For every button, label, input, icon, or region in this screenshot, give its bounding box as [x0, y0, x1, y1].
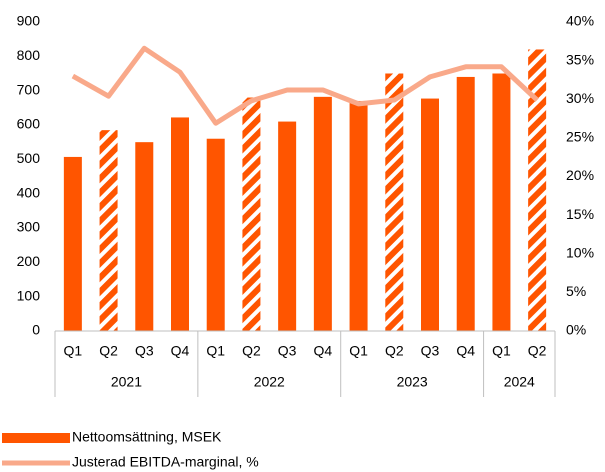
x-tick-label: Q3: [135, 343, 154, 359]
x-tick-label: Q4: [171, 343, 190, 359]
bar: [242, 97, 261, 332]
y-tick-label: 300: [17, 219, 41, 235]
x-tick-label: Q1: [206, 343, 225, 359]
bar: [135, 142, 154, 331]
legend-label: Justerad EBITDA-marginal, %: [72, 454, 259, 470]
legend-swatch: [2, 433, 70, 443]
y2-tick-label: 5%: [566, 283, 586, 299]
x-tick-label: Q3: [278, 343, 297, 359]
y-tick-label: 800: [17, 47, 41, 63]
x-tick-label: Q1: [64, 343, 83, 359]
y2-tick-label: 15%: [566, 206, 594, 222]
y-tick-label: 100: [17, 287, 41, 303]
x-tick-label: Q2: [242, 343, 261, 359]
y2-tick-label: 20%: [566, 167, 594, 183]
x-tick-label: Q1: [349, 343, 368, 359]
bar: [349, 100, 368, 331]
bar: [63, 156, 82, 331]
y-tick-label: 0: [32, 322, 40, 338]
bar: [385, 73, 404, 331]
legend-label: Nettoomsättning, MSEK: [72, 429, 222, 445]
bar: [206, 138, 225, 331]
bar: [313, 96, 332, 331]
line: [71, 45, 539, 126]
y-tick-label: 600: [17, 116, 41, 132]
y-tick-label: 400: [17, 184, 41, 200]
bar: [278, 121, 297, 331]
group-label: 2024: [504, 374, 535, 390]
y2-tick-label: 25%: [566, 129, 594, 145]
bar: [456, 76, 475, 331]
y2-tick-label: 10%: [566, 244, 594, 260]
y2-tick-label: 0%: [566, 322, 586, 338]
y-tick-label: 900: [17, 13, 41, 29]
group-label: 2021: [111, 374, 142, 390]
group-label: 2023: [397, 374, 428, 390]
y2-tick-label: 30%: [566, 90, 594, 106]
bar: [528, 49, 547, 331]
y-tick-label: 700: [17, 81, 41, 97]
x-tick-label: Q2: [99, 343, 118, 359]
y-tick-label: 500: [17, 150, 41, 166]
x-tick-label: Q4: [456, 343, 475, 359]
y-tick-label: 200: [17, 253, 41, 269]
bar: [421, 98, 439, 332]
x-tick-label: Q4: [314, 343, 333, 359]
x-tick-label: Q3: [421, 343, 440, 359]
bar: [99, 130, 118, 331]
bar: [492, 73, 511, 331]
x-tick-label: Q2: [528, 343, 547, 359]
x-tick-label: Q1: [492, 343, 511, 359]
x-tick-label: Q2: [385, 343, 404, 359]
bar: [171, 117, 189, 332]
group-label: 2022: [254, 374, 285, 390]
y2-tick-label: 40%: [566, 13, 594, 29]
y2-tick-label: 35%: [566, 51, 594, 67]
